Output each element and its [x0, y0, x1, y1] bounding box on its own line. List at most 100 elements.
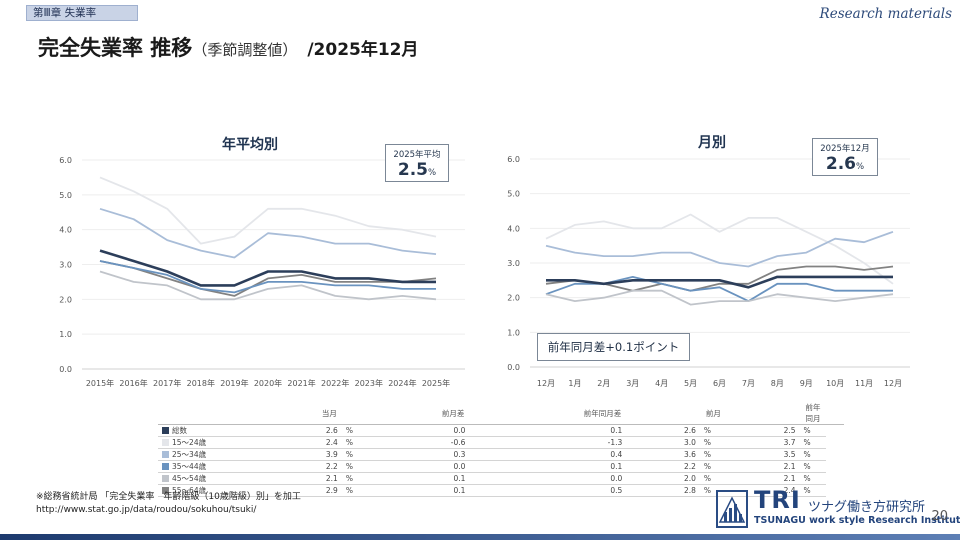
- x-tick-label: 2019年: [220, 378, 248, 388]
- series-line: [99, 207, 437, 259]
- logo-tri-text: TRI: [754, 486, 801, 514]
- x-tick-label: 5月: [684, 379, 697, 388]
- table-cell: 2.0: [626, 472, 700, 485]
- series-line: [99, 260, 437, 297]
- chapter-label: 第Ⅲ章 失業率: [26, 5, 138, 21]
- x-tick-label: 2024年: [388, 378, 416, 388]
- y-tick-label: 6.0: [507, 155, 520, 164]
- x-tick-label: 2017年: [153, 378, 181, 388]
- y-tick-label: 0.0: [507, 363, 520, 372]
- y-tick-label: 2.0: [59, 295, 72, 304]
- monthly-callout-unit: %: [856, 162, 865, 172]
- annual-chart-title: 年平均別: [222, 137, 278, 153]
- percent-unit: %: [341, 472, 368, 485]
- x-tick-label: 2018年: [187, 378, 215, 388]
- x-tick-label: 2025年: [422, 378, 450, 388]
- series-line: [546, 275, 893, 289]
- annual-callout-label: 2025年平均: [393, 150, 441, 160]
- title-sub: （季節調整値）: [192, 41, 298, 59]
- source-url[interactable]: http://www.stat.go.jp/data/roudou/sokuho…: [36, 505, 257, 515]
- x-tick-label: 8月: [771, 379, 784, 388]
- row-label: 総数: [158, 424, 268, 437]
- table-header: 前年同月差: [469, 402, 627, 425]
- monthly-callout-label: 2025年12月: [820, 144, 870, 154]
- percent-unit: %: [799, 460, 826, 473]
- y-tick-label: 5.0: [507, 190, 520, 199]
- table-row: 35〜44歳 2.2% 0.0 0.1 2.2% 2.1%: [158, 460, 844, 473]
- percent-unit: %: [341, 484, 368, 497]
- table-cell: 0.1: [469, 460, 627, 473]
- monthly-callout: 2025年12月 2.6%: [812, 138, 878, 176]
- monthly-chart-title: 月別: [698, 135, 726, 151]
- table-cell: 3.5: [725, 448, 800, 461]
- legend-swatch: [162, 439, 169, 446]
- table-header-blank: [158, 402, 268, 425]
- table-cell: 0.3: [367, 448, 470, 461]
- summary-table: 当月 前月差 前年同月差 前月 前年同月 総数 2.6% 0.0 0.1 2.6% 2.5…: [158, 402, 844, 497]
- x-tick-label: 2015年: [86, 378, 114, 388]
- table-cell: 0.4: [469, 448, 627, 461]
- table-cell: 2.9: [268, 484, 342, 497]
- table-cell: -1.3: [469, 436, 627, 449]
- percent-unit: %: [699, 424, 726, 437]
- table-cell: 3.7: [725, 436, 800, 449]
- percent-unit: %: [699, 460, 726, 473]
- annual-line-chart: 0.0 1.0 2.0 3.0 4.0 5.0 6.0 2015年 2016年 2017年 2018…: [59, 156, 465, 388]
- title-main: 完全失業率 推移: [38, 36, 193, 60]
- legend-swatch: [162, 427, 169, 434]
- x-tick-label: 3月: [626, 379, 639, 388]
- x-tick-label: 4月: [655, 379, 668, 388]
- table-cell: 0.1: [367, 472, 470, 485]
- table-cell: 0.1: [469, 424, 627, 437]
- x-tick-label: 2月: [597, 379, 610, 388]
- legend-swatch: [162, 475, 169, 482]
- table-cell: 2.1: [725, 460, 800, 473]
- percent-unit: %: [799, 472, 826, 485]
- page-title: 完全失業率 推移（季節調整値） /2025年12月: [38, 32, 419, 62]
- x-tick-label: 10月: [826, 379, 844, 388]
- table-cell: 2.8: [626, 484, 700, 497]
- percent-unit: %: [341, 424, 368, 437]
- percent-unit: %: [341, 448, 368, 461]
- series-line: [545, 230, 894, 268]
- row-label: 45〜54歳: [158, 472, 268, 485]
- table-cell: 0.1: [367, 484, 470, 497]
- percent-unit: %: [699, 472, 726, 485]
- table-cell: 2.5: [725, 424, 800, 437]
- annual-callout: 2025年平均 2.5%: [385, 144, 449, 182]
- x-tick-label: 2016年: [119, 378, 147, 388]
- tri-logo: TRI ツナグ働き方研究所 TSUNAGU work style Researc…: [716, 486, 960, 528]
- page-number: 20: [931, 509, 948, 524]
- table-cell: 2.4: [725, 484, 800, 497]
- percent-unit: %: [699, 436, 726, 449]
- table-cell: 0.0: [469, 472, 627, 485]
- percent-unit: %: [799, 424, 826, 437]
- y-tick-label: 4.0: [507, 224, 520, 233]
- legend-swatch: [162, 487, 169, 494]
- x-tick-label: 1月: [568, 379, 581, 388]
- y-tick-label: 0.0: [59, 365, 72, 374]
- x-tick-label: 12月: [884, 379, 902, 388]
- table-cell: 2.6: [626, 424, 700, 437]
- table-row: 総数 2.6% 0.0 0.1 2.6% 2.5%: [158, 424, 844, 437]
- table-header: 前年同月: [799, 402, 826, 425]
- logo-mark-icon: [716, 490, 748, 528]
- row-label: 25〜34歳: [158, 448, 268, 461]
- table-row: 45〜54歳 2.1% 0.1 0.0 2.0% 2.1%: [158, 472, 844, 485]
- table-cell: 0.5: [469, 484, 627, 497]
- table-row: 25〜34歳 3.9% 0.3 0.4 3.6% 3.5%: [158, 448, 844, 461]
- table-cell: 2.6: [268, 424, 342, 437]
- table-cell: 3.6: [626, 448, 700, 461]
- y-tick-label: 1.0: [59, 330, 72, 339]
- source-line-1: ※総務省統計局 「完全失業率 年齢階級（10歳階級）別」を加工: [36, 492, 301, 502]
- x-tick-label: 2022年: [321, 378, 349, 388]
- title-date: /2025年12月: [307, 40, 419, 60]
- y-tick-label: 3.0: [59, 261, 72, 270]
- table-cell: 3.9: [268, 448, 342, 461]
- monthly-callout-value: 2.6: [825, 154, 857, 174]
- series-line: [545, 213, 894, 285]
- series-line: [99, 176, 437, 245]
- table-header: 前月差: [367, 402, 470, 425]
- table-header-row: 当月 前月差 前年同月差 前月 前年同月: [158, 402, 844, 425]
- row-label: 55〜64歳: [158, 484, 268, 497]
